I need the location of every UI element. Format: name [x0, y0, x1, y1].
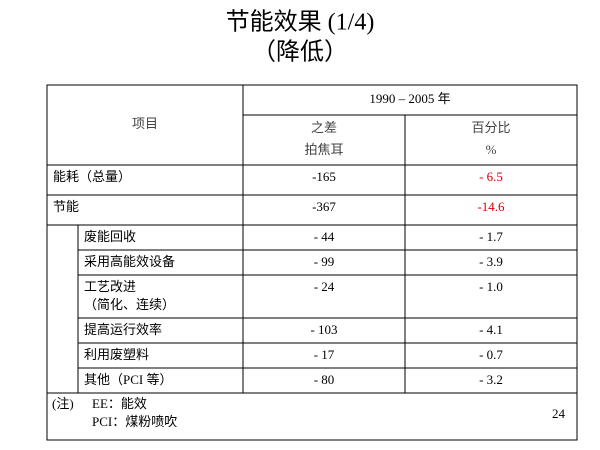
pct-value: - 0.7 — [479, 347, 503, 362]
row-label: 采用高能效设备 — [84, 254, 175, 269]
note-line: PCI：煤粉喷吹 — [92, 414, 177, 429]
diff-value: -367 — [312, 199, 336, 214]
row-label: 工艺改进 — [84, 279, 136, 294]
title: 节能效果 (1/4) — [226, 9, 375, 36]
diff-value: - 80 — [314, 372, 335, 387]
diff-value: -165 — [312, 169, 336, 184]
column-title: 之差 — [311, 120, 337, 135]
pct-value: - 4.1 — [479, 322, 503, 337]
pct-value: - 3.2 — [479, 372, 503, 387]
pct-value: - 3.9 — [479, 254, 503, 269]
diff-value: - 24 — [314, 279, 335, 294]
pct-value: -14.6 — [477, 199, 505, 214]
diff-value: - 44 — [314, 229, 335, 244]
pct-value: - 1.0 — [479, 279, 503, 294]
note-line: EE：能效 — [92, 396, 147, 411]
column-unit: % — [486, 142, 497, 157]
diff-value: - 103 — [310, 322, 337, 337]
pct-value: - 1.7 — [479, 229, 503, 244]
table-border — [46, 84, 578, 441]
period: 1990 – 2005 年 — [369, 91, 450, 106]
row-label: 废能回收 — [84, 229, 136, 244]
diff-value: - 99 — [314, 254, 335, 269]
row-label: 能耗（总量） — [53, 169, 131, 184]
diff-value: - 17 — [314, 347, 335, 362]
row-label: 其他（PCI 等） — [84, 372, 172, 387]
row-label: （简化、连续） — [84, 297, 175, 312]
note-label: (注) — [52, 396, 74, 411]
pct-value: - 6.5 — [479, 169, 503, 184]
column-unit: 拍焦耳 — [304, 142, 343, 157]
row-label: 提高运行效率 — [84, 322, 162, 337]
column-header: 项目 — [132, 116, 158, 131]
row-label: 节能 — [53, 199, 79, 214]
column-title: 百分比 — [471, 120, 510, 135]
row-label: 利用废塑料 — [84, 347, 149, 362]
page-number: 24 — [552, 406, 566, 421]
subtitle: （降低） — [252, 39, 348, 66]
